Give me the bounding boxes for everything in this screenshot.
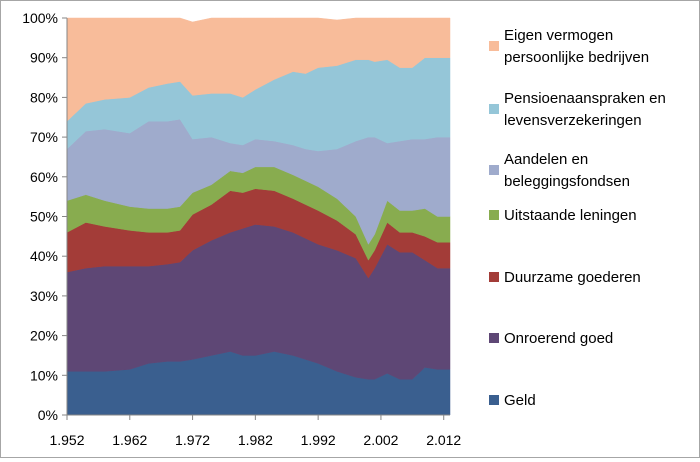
x-tick-label: 1.992 [301,432,336,448]
x-tick-label: 1.982 [238,432,273,448]
y-tick-label: 70% [30,129,58,145]
x-tick-label: 2.012 [426,432,461,448]
legend: Eigen vermogen persoonlijke bedrijven Pens… [489,27,666,409]
legend-label: Aandelen en [504,151,588,168]
legend-swatch [489,210,499,220]
legend-label: Onroerend goed [504,330,613,347]
y-tick-label: 10% [30,367,58,383]
y-tick-label: 90% [30,50,58,66]
legend-swatch [489,395,499,405]
x-tick-label: 1.952 [49,432,84,448]
legend-swatch [489,272,499,282]
legend-label: beleggingsfondsen [504,173,630,190]
legend-label: levensverzekeringen [504,112,642,129]
legend-label: Geld [504,392,536,409]
area-eigen-vermogen-persoonlijke-bedrijven [66,17,451,122]
y-tick-label: 100% [22,10,58,26]
legend-label: Uitstaande leningen [504,207,637,224]
y-tick-label: 40% [30,248,58,264]
area-series-group [66,17,451,416]
legend-swatch [489,333,499,343]
x-tick-label: 2.002 [363,432,398,448]
y-tick-label: 50% [30,209,58,225]
legend-swatch [489,104,499,114]
y-tick-label: 80% [30,89,58,105]
legend-swatch [489,165,499,175]
y-tick-label: 30% [30,288,58,304]
legend-label: persoonlijke bedrijven [504,49,649,66]
legend-label: Duurzame goederen [504,269,641,286]
y-tick-label: 0% [38,407,58,423]
axes-group: 0% 10% 20% 30% 40% 50% 60% 70% 80% 90% 100% 1.952 1.… [22,10,461,448]
x-tick-label: 1.972 [175,432,210,448]
y-tick-label: 20% [30,328,58,344]
x-tick-label: 1.962 [112,432,147,448]
legend-label: Eigen vermogen [504,27,613,44]
legend-label: Pensioenaanspraken en [504,90,666,107]
legend-swatch [489,41,499,51]
y-tick-label: 60% [30,169,58,185]
